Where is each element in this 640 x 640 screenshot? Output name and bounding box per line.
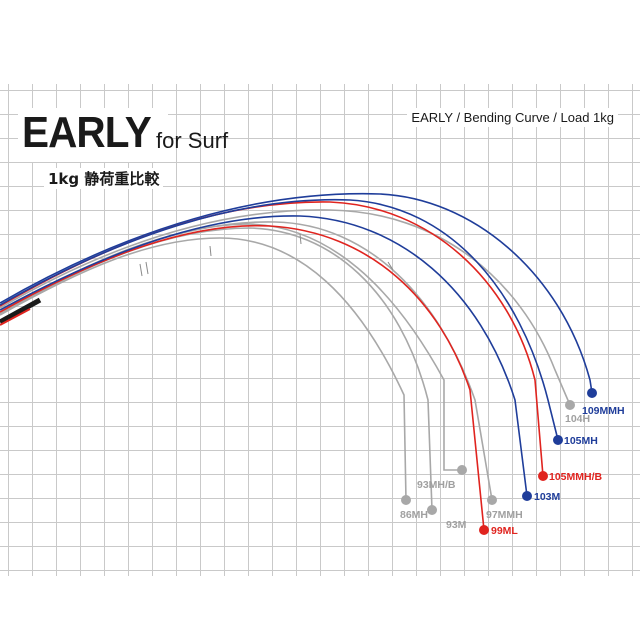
- label-99ml: 99ML: [491, 525, 518, 537]
- rod-butt: [0, 297, 42, 325]
- label-93m: 93M: [446, 519, 467, 531]
- marker-103m: [522, 491, 532, 501]
- page-title: EARLY: [22, 108, 152, 157]
- curve-86mh: [0, 237, 407, 501]
- marker-86mh: [401, 495, 411, 505]
- curve-104h: [0, 209, 571, 406]
- guide-ticks: [139, 233, 394, 277]
- label-109mmh: 109MMH: [582, 405, 625, 417]
- marker-105mmhb: [538, 471, 548, 481]
- background-grid: [0, 84, 640, 576]
- title-block: EARLY for Surf: [18, 108, 228, 162]
- title-suffix: for Surf: [156, 128, 229, 153]
- rod-butt-red-edge: [0, 308, 31, 326]
- label-105mmhb: 105MMH/B: [549, 471, 603, 483]
- curve-99ml: [0, 224, 485, 531]
- subtitle: 1kg 静荷重比較: [44, 168, 164, 189]
- marker-93m: [427, 505, 437, 515]
- curve-105mh: [0, 198, 559, 441]
- label-86mh: 86MH: [400, 509, 428, 521]
- marker-97mmh: [487, 495, 497, 505]
- label-104h: 104H: [565, 413, 590, 425]
- chart-caption: EARLY / Bending Curve / Load 1kg: [407, 108, 618, 127]
- marker-104h: [565, 400, 575, 410]
- label-93mhb: 93MH/B: [417, 479, 456, 491]
- curve-93mhb: [0, 223, 462, 471]
- marker-93mhb: [457, 465, 467, 475]
- marker-105mh: [553, 435, 563, 445]
- curve-105mmhb: [0, 201, 544, 477]
- label-97mmh: 97MMH: [486, 509, 523, 521]
- marker-99ml: [479, 525, 489, 535]
- label-105mh: 105MH: [564, 435, 598, 447]
- marker-109mmh: [587, 388, 597, 398]
- curve-109mmh: [0, 192, 593, 394]
- curve-103m: [0, 215, 528, 497]
- label-103m: 103M: [534, 491, 561, 503]
